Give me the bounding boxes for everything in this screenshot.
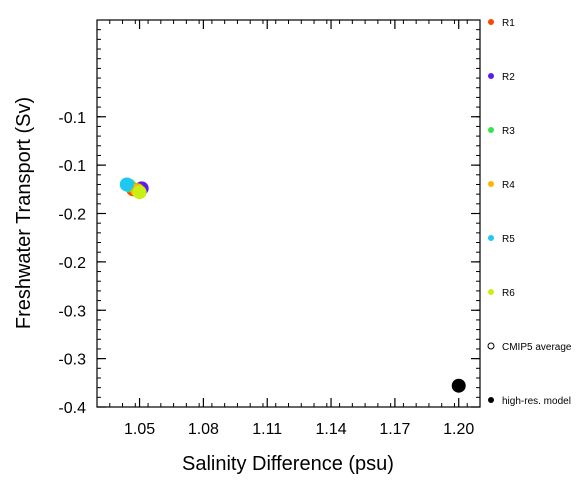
y-axis-ticks: -0.1 -0.1 -0.2 -0.2 -0.3 -0.3 -0.4 (58, 19, 480, 417)
legend-label-r5: R5 (502, 234, 515, 245)
y-tick-label: -0.3 (58, 303, 86, 320)
x-tick-label: 1.08 (188, 421, 219, 438)
x-tick-label: 1.11 (252, 421, 282, 438)
data-point-high-res-model (451, 378, 466, 393)
y-tick-label: -0.3 (58, 352, 86, 369)
legend-label-r4: R4 (502, 180, 515, 191)
data-points (119, 177, 466, 393)
data-point-r6 (132, 185, 147, 200)
data-point-r5 (119, 177, 134, 192)
x-axis-ticks: 1.05 1.08 1.11 1.14 1.17 1.20 (96, 20, 481, 438)
legend-marker-r3 (488, 127, 494, 133)
y-tick-label: -0.1 (58, 158, 86, 175)
legend-marker-r4 (488, 181, 494, 187)
x-tick-label: 1.05 (124, 421, 155, 438)
plot-frame (96, 19, 481, 408)
x-tick-label: 1.20 (443, 421, 474, 438)
y-tick-label: -0.2 (58, 255, 86, 272)
legend-label-cmip5-average: CMIP5 average (502, 342, 572, 353)
y-tick-label: -0.1 (58, 110, 86, 127)
legend-label-high-res-model: high-res. model (502, 396, 571, 407)
legend-label-r3: R3 (502, 126, 515, 137)
legend-marker-cmip5-average (487, 342, 495, 350)
legend-marker-r2 (488, 73, 494, 79)
legend: R1 R2 R3 R4 R5 R6 CMIP5 average high-res. model (487, 18, 572, 407)
legend-label-r1: R1 (502, 18, 515, 29)
legend-label-r2: R2 (502, 72, 515, 83)
legend-label-r6: R6 (502, 288, 515, 299)
legend-marker-r1 (488, 19, 494, 25)
y-tick-label: -0.2 (58, 207, 86, 224)
x-axis-label: Salinity Difference (psu) (182, 453, 394, 475)
x-tick-label: 1.17 (379, 421, 410, 438)
legend-marker-r6 (488, 289, 494, 295)
legend-marker-high-res-model (488, 397, 494, 403)
y-axis-label: Freshwater Transport (Sv) (13, 97, 35, 329)
y-tick-label: -0.4 (58, 400, 86, 417)
legend-marker-r5 (488, 235, 494, 241)
x-tick-label: 1.14 (315, 421, 346, 438)
